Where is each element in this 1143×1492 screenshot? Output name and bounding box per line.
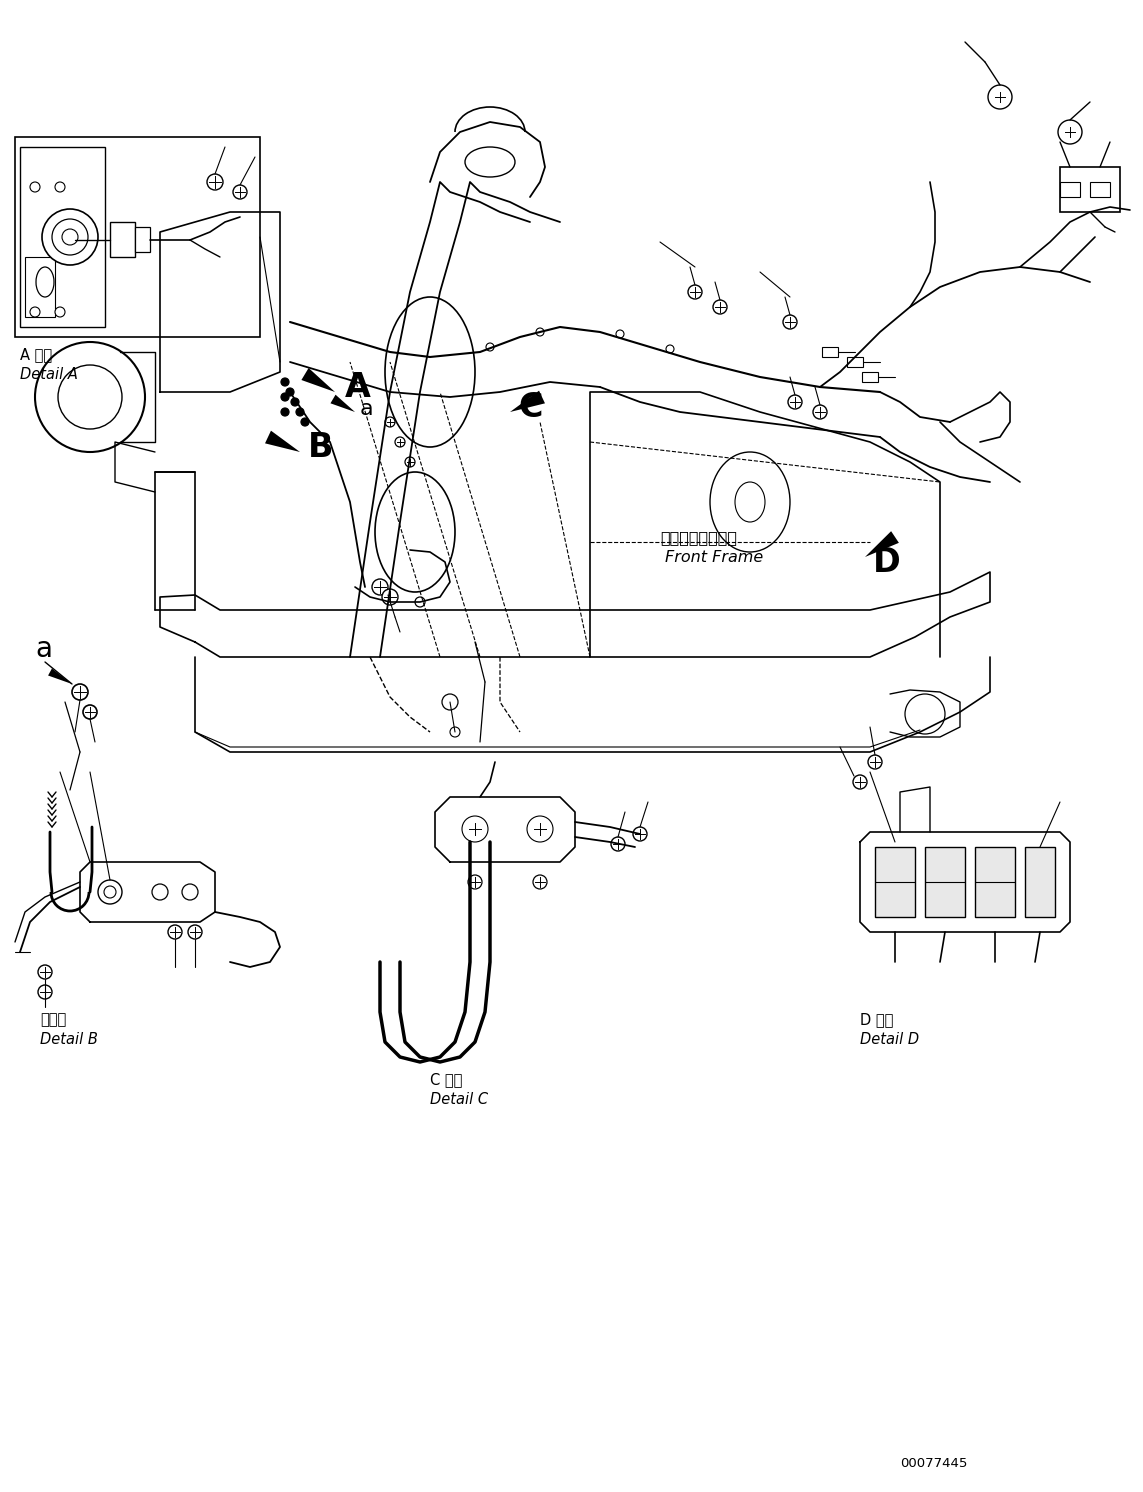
Circle shape (207, 175, 223, 189)
Bar (975, 847, 1015, 918)
Circle shape (536, 328, 544, 336)
Text: 日詳細: 日詳細 (40, 1012, 66, 1026)
Text: Detail C: Detail C (430, 1092, 488, 1107)
Circle shape (467, 821, 483, 837)
Bar (19, 148, 105, 327)
Circle shape (788, 395, 802, 409)
Bar (822, 348, 838, 357)
Circle shape (531, 821, 547, 837)
Bar (110, 222, 135, 257)
Polygon shape (302, 369, 335, 392)
Polygon shape (265, 431, 299, 452)
Circle shape (1058, 119, 1082, 145)
Circle shape (462, 816, 488, 841)
Circle shape (55, 307, 65, 316)
Circle shape (42, 209, 98, 266)
Circle shape (385, 416, 395, 427)
Circle shape (616, 330, 624, 339)
Circle shape (633, 827, 647, 841)
Text: D: D (873, 546, 901, 579)
Text: C 詳細: C 詳細 (430, 1071, 463, 1088)
Circle shape (104, 886, 115, 898)
Circle shape (98, 880, 122, 904)
Polygon shape (865, 531, 898, 557)
Circle shape (988, 85, 1012, 109)
Bar (1060, 167, 1120, 212)
Bar (925, 847, 965, 918)
Circle shape (688, 285, 702, 298)
Text: 00077445: 00077445 (900, 1458, 967, 1470)
Text: A 詳細: A 詳細 (19, 348, 53, 363)
Circle shape (281, 407, 289, 416)
Circle shape (612, 837, 625, 850)
Polygon shape (48, 668, 72, 683)
Circle shape (783, 315, 797, 330)
Circle shape (83, 706, 97, 719)
Circle shape (382, 589, 398, 604)
Circle shape (666, 345, 674, 354)
Circle shape (51, 219, 88, 255)
Circle shape (38, 965, 51, 979)
Bar (25, 257, 55, 316)
Circle shape (450, 727, 459, 737)
Circle shape (233, 185, 247, 198)
Text: D 詳細: D 詳細 (860, 1012, 894, 1026)
Text: フロントフレーム: フロントフレーム (660, 530, 737, 545)
Circle shape (713, 300, 727, 313)
Bar (876, 847, 916, 918)
Circle shape (868, 755, 882, 768)
Circle shape (72, 683, 88, 700)
Circle shape (281, 392, 289, 401)
Circle shape (993, 90, 1007, 104)
Text: C: C (518, 391, 543, 424)
Polygon shape (330, 395, 355, 412)
Circle shape (371, 579, 387, 595)
Circle shape (286, 388, 294, 395)
Circle shape (486, 343, 494, 351)
Circle shape (168, 925, 182, 938)
Circle shape (30, 307, 40, 316)
Circle shape (467, 874, 482, 889)
Circle shape (58, 366, 122, 430)
Circle shape (296, 407, 304, 416)
Circle shape (55, 182, 65, 192)
Circle shape (187, 925, 202, 938)
Circle shape (395, 437, 405, 448)
Text: Detail D: Detail D (860, 1032, 919, 1047)
Circle shape (813, 404, 828, 419)
Circle shape (281, 377, 289, 386)
Circle shape (301, 418, 309, 427)
Bar (1025, 847, 1055, 918)
Circle shape (415, 597, 425, 607)
Text: Detail A: Detail A (19, 367, 78, 382)
Circle shape (853, 774, 868, 789)
Circle shape (442, 694, 458, 710)
Bar (862, 372, 878, 382)
Circle shape (182, 883, 198, 900)
Circle shape (152, 883, 168, 900)
Text: A: A (345, 372, 370, 404)
Circle shape (291, 398, 299, 406)
Bar (15, 137, 259, 337)
Text: Detail B: Detail B (40, 1032, 98, 1047)
Circle shape (35, 342, 145, 452)
Polygon shape (510, 391, 545, 412)
Bar (135, 227, 150, 252)
Circle shape (533, 874, 547, 889)
Bar (847, 357, 863, 367)
Text: a: a (35, 636, 51, 662)
Circle shape (1063, 125, 1077, 139)
Circle shape (30, 182, 40, 192)
Text: a: a (360, 398, 374, 419)
Circle shape (527, 816, 553, 841)
Circle shape (405, 457, 415, 467)
Circle shape (62, 228, 78, 245)
Text: B: B (307, 431, 334, 464)
Text: Front Frame: Front Frame (665, 551, 764, 565)
Bar (1060, 182, 1080, 197)
Bar (1090, 182, 1110, 197)
Circle shape (38, 985, 51, 1000)
